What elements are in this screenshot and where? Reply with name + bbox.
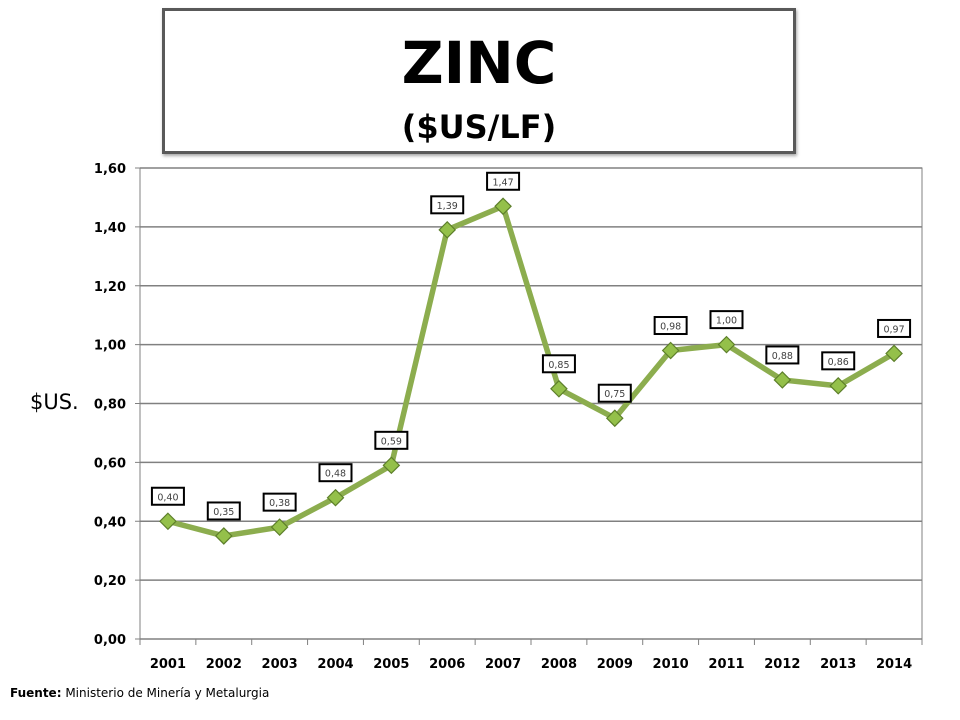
series-line <box>165 203 897 539</box>
data-label: 0,40 <box>157 492 178 503</box>
data-label: 1,00 <box>716 316 737 327</box>
data-label: 0,35 <box>213 507 234 518</box>
x-tick-label: 2013 <box>820 657 856 672</box>
data-point <box>326 488 345 507</box>
data-label-box <box>262 492 297 512</box>
data-label-box <box>374 430 409 450</box>
x-tick-label: 2001 <box>150 657 186 672</box>
data-label: 0,88 <box>772 351 793 362</box>
x-tick-label: 2008 <box>541 657 577 672</box>
title-box: ZINC ($US/LF) <box>162 8 796 154</box>
x-tick-label: 2006 <box>429 657 465 672</box>
source-note: Fuente: Ministerio de Minería y Metalurg… <box>10 686 269 700</box>
y-tick-label: 1,40 <box>94 221 126 236</box>
data-label: 0,38 <box>269 498 290 509</box>
data-label: 0,85 <box>548 360 569 371</box>
data-label: 1,47 <box>492 177 513 188</box>
x-tick-label: 2005 <box>373 657 409 672</box>
data-point <box>773 371 792 389</box>
data-point <box>661 341 680 360</box>
x-tick-label: 2010 <box>653 657 689 672</box>
data-label-box <box>765 345 800 365</box>
data-label: 0,59 <box>381 436 402 447</box>
chart-title: ZINC <box>401 29 557 97</box>
data-label-box <box>541 354 576 374</box>
chart-subtitle: ($US/LF) <box>401 108 557 146</box>
data-label-box <box>653 316 688 336</box>
data-label-box <box>430 195 465 215</box>
x-tick-label: 2009 <box>597 657 633 672</box>
data-label: 0,75 <box>604 389 625 400</box>
data-point <box>550 379 568 398</box>
data-label-box <box>709 310 744 330</box>
data-point <box>494 197 512 216</box>
x-tick-label: 2011 <box>708 657 744 672</box>
y-axis-label: $US. <box>30 390 79 414</box>
data-label-box <box>821 351 856 371</box>
y-tick-label: 1,60 <box>94 162 126 177</box>
data-label-box <box>877 318 912 338</box>
data-label: 1,39 <box>437 201 458 212</box>
data-point <box>885 344 903 363</box>
data-point <box>438 220 457 239</box>
source-label: Fuente: <box>10 686 62 700</box>
data-label-box <box>486 171 521 191</box>
data-point <box>382 456 401 475</box>
data-label-box <box>318 463 353 483</box>
y-tick-label: 0,40 <box>94 515 126 530</box>
y-tick-label: 0,00 <box>94 633 126 648</box>
y-tick-label: 1,00 <box>94 339 126 354</box>
y-tick-label: 0,80 <box>94 398 126 413</box>
data-point <box>214 527 233 545</box>
x-tick-label: 2004 <box>317 657 353 672</box>
y-tick-label: 0,60 <box>94 456 126 471</box>
data-label: 0,86 <box>828 357 849 368</box>
x-tick-label: 2002 <box>206 657 242 672</box>
data-point <box>829 376 848 395</box>
y-tick-label: 1,20 <box>94 280 126 295</box>
x-tick-label: 2003 <box>262 657 298 672</box>
x-tick-label: 2007 <box>485 657 521 672</box>
data-point <box>159 512 177 531</box>
data-point <box>605 409 624 428</box>
x-tick-label: 2014 <box>876 657 912 672</box>
data-label-box <box>206 501 241 521</box>
data-label-box <box>150 486 185 506</box>
data-label: 0,98 <box>660 322 681 333</box>
source-text: Ministerio de Minería y Metalurgia <box>65 686 270 700</box>
data-label: 0,97 <box>883 324 904 335</box>
y-tick-label: 0,20 <box>94 574 126 589</box>
data-label-box <box>597 383 632 403</box>
data-point <box>717 335 736 354</box>
data-point <box>270 518 289 536</box>
data-label: 0,48 <box>325 469 346 480</box>
x-tick-label: 2012 <box>764 657 800 672</box>
